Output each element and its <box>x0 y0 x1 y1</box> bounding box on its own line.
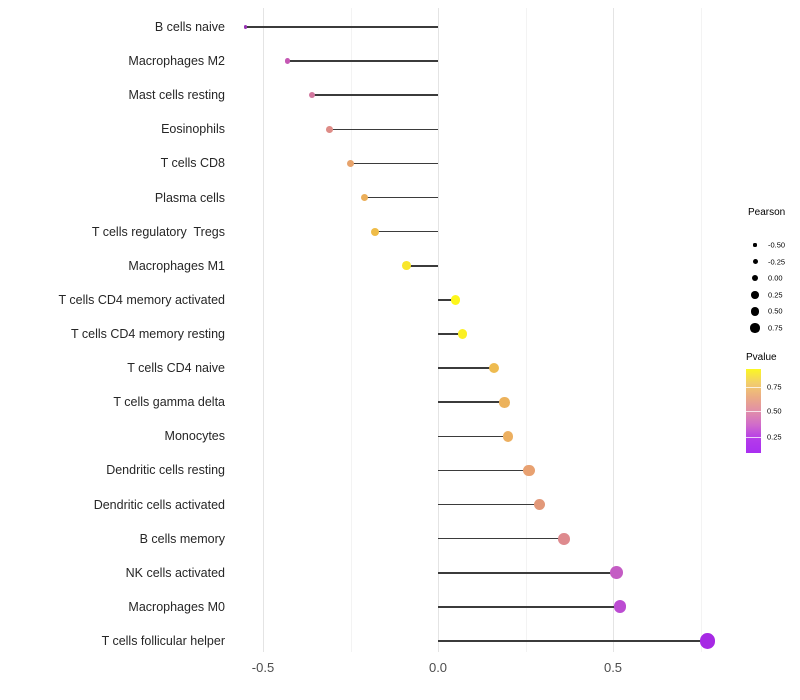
row-label: T cells CD4 memory resting <box>71 326 225 341</box>
lollipop-segment <box>329 128 438 131</box>
lollipop-segment <box>438 435 508 438</box>
lollipop-point <box>371 227 379 236</box>
pvalue-gradient-tick <box>746 411 761 412</box>
row-label: Mast cells resting <box>128 88 225 103</box>
row-label: T cells CD8 <box>160 156 225 171</box>
row-label: Macrophages M0 <box>128 599 225 614</box>
lollipop-segment <box>438 537 564 540</box>
pvalue-legend-label: 0.50 <box>767 406 782 416</box>
pearson-legend-label: -0.25 <box>768 257 786 267</box>
pvalue-gradient-tick <box>746 387 761 388</box>
lollipop-segment <box>438 299 456 301</box>
lollipop-segment <box>438 503 540 506</box>
lollipop-point <box>613 600 627 614</box>
lollipop-segment <box>438 469 529 472</box>
lollipop-segment <box>406 265 438 267</box>
plot-panel <box>233 8 728 652</box>
row-label: T cells follicular helper <box>101 633 225 648</box>
pearson-legend-title: Pearson <box>748 207 786 218</box>
pvalue-legend-label: 0.75 <box>767 382 782 392</box>
pearson-legend-item: 0.50 <box>735 303 800 319</box>
lollipop-point <box>450 295 461 305</box>
lollipop-point <box>457 329 468 339</box>
pearson-legend-dot <box>753 243 757 247</box>
pvalue-gradient-tick <box>746 437 761 438</box>
lollipop-segment <box>312 94 438 96</box>
row-label: B cells naive <box>154 20 225 34</box>
lollipop-point <box>360 193 369 202</box>
x-tick-label: 0.5 <box>603 660 623 675</box>
lollipop-segment <box>438 367 494 369</box>
pearson-legend-label: 0.50 <box>768 306 783 316</box>
lollipop-segment <box>438 640 708 642</box>
lollipop-point <box>558 532 570 545</box>
pearson-legend-dot <box>751 274 759 282</box>
x-tick-label: 0.0 <box>428 660 448 675</box>
lollipop-point <box>243 25 248 29</box>
pearson-legend-label: -0.50 <box>768 240 786 250</box>
lollipop-segment <box>438 401 505 403</box>
lollipop-point <box>326 125 333 133</box>
row-label: Plasma cells <box>154 190 225 205</box>
row-label: T cells CD4 naive <box>127 361 225 376</box>
lollipop-point <box>523 464 535 476</box>
pearson-legend-label: 0.75 <box>768 323 783 333</box>
row-label: T cells CD4 memory activated <box>58 292 226 307</box>
minor-gridline <box>700 8 702 652</box>
pearson-legend-dot <box>752 259 758 265</box>
row-label: Macrophages M1 <box>128 258 225 273</box>
row-label: B cells memory <box>139 531 225 546</box>
pearson-legend-dot <box>750 307 760 316</box>
pearson-legend-label: 0.00 <box>768 273 783 283</box>
row-label: NK cells activated <box>125 565 225 580</box>
pearson-legend-item: -0.50 <box>735 237 800 253</box>
lollipop-segment <box>438 572 617 574</box>
pearson-legend-item: 0.75 <box>735 320 800 336</box>
lollipop-segment <box>364 196 438 199</box>
lollipop-point <box>610 566 623 580</box>
lollipop-point <box>402 261 411 271</box>
row-label: Macrophages M2 <box>128 54 225 69</box>
lollipop-segment <box>245 26 438 28</box>
pvalue-gradient-bar <box>746 369 761 453</box>
lollipop-segment <box>287 60 438 62</box>
pearson-legend-item: 0.25 <box>735 287 800 303</box>
pvalue-legend-label: 0.25 <box>767 432 782 442</box>
pearson-legend-item: 0.00 <box>735 270 800 286</box>
row-label: Dendritic cells activated <box>93 497 225 512</box>
major-gridline <box>263 8 264 652</box>
lollipop-point <box>488 362 500 374</box>
minor-gridline <box>350 8 352 652</box>
x-tick-label: -0.5 <box>251 660 275 675</box>
lollipop-segment <box>438 606 620 608</box>
pearson-legend-dot <box>750 323 760 333</box>
row-label: T cells gamma delta <box>113 395 225 410</box>
lollipop-point <box>308 92 316 99</box>
pearson-legend-label: 0.25 <box>768 290 783 300</box>
major-gridline <box>438 8 439 652</box>
lollipop-segment <box>438 333 463 335</box>
lollipop-point <box>346 159 355 168</box>
row-label: Monocytes <box>164 429 225 444</box>
pearson-legend-dot <box>751 290 759 299</box>
lollipop-point <box>284 58 291 64</box>
row-label: T cells regulatory Tregs <box>91 224 225 239</box>
minor-gridline <box>525 8 527 652</box>
major-gridline <box>613 8 614 652</box>
row-label: Dendritic cells resting <box>106 463 225 478</box>
row-label: Eosinophils <box>161 122 225 137</box>
lollipop-point <box>499 396 510 408</box>
pearson-legend-item: -0.25 <box>735 254 800 270</box>
lollipop-point <box>699 633 716 649</box>
lollipop-segment <box>350 162 438 165</box>
lollipop-point <box>533 498 546 511</box>
lollipop-point <box>502 430 514 442</box>
pvalue-legend-title: Pvalue <box>746 352 777 363</box>
lollipop-segment <box>375 230 438 233</box>
